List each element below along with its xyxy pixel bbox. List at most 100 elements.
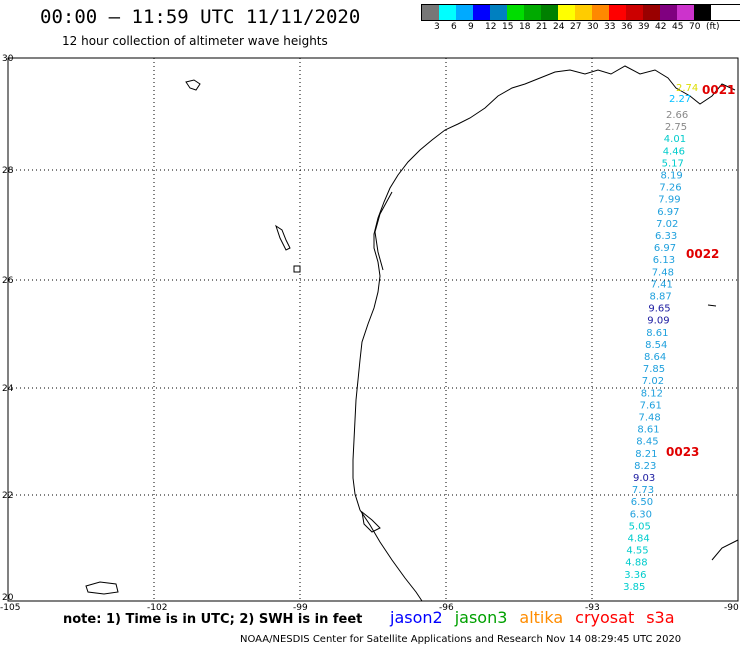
- wave-height-value: 2.27: [669, 94, 691, 105]
- wave-height-value: 7.41: [651, 279, 673, 290]
- track-values: 2.742.27 2.662.754.014.465.17 8.197.267.99…: [623, 83, 698, 593]
- lon-label-90: -90: [724, 603, 739, 613]
- wave-height-value: 7.48: [639, 413, 661, 424]
- inland-lake-2: [275, 224, 291, 251]
- lat-label-30: 30: [2, 54, 14, 64]
- wave-height-value: 3.85: [623, 582, 645, 593]
- wave-height-value: 8.64: [644, 352, 666, 363]
- wave-height-value: 7.61: [640, 400, 662, 411]
- lat-label-26: 26: [2, 276, 14, 286]
- gulf-coast-line: [352, 65, 736, 602]
- wave-height-value: 6.97: [657, 207, 679, 218]
- map-frame: [7, 57, 739, 602]
- lat-label-22: 22: [2, 491, 13, 501]
- wave-height-value: 8.87: [650, 292, 672, 303]
- wave-height-value: 6.30: [630, 509, 652, 520]
- wave-height-value: 7.73: [632, 485, 654, 496]
- wave-height-value: 7.99: [658, 195, 680, 206]
- legend-label: 27: [570, 22, 582, 32]
- satellite-legend: jason2 jason3 altika cryosat s3a: [390, 608, 687, 627]
- legend-label: 9: [468, 22, 474, 32]
- wave-height-value: 3.36: [624, 570, 646, 581]
- legend-label: 21: [536, 22, 548, 32]
- legend-swatch: [609, 5, 626, 20]
- map-title: 00:00 – 11:59 UTC 11/11/2020: [40, 6, 361, 28]
- wave-height-value: 7.02: [642, 376, 664, 387]
- satellite-cryosat: cryosat: [575, 608, 635, 627]
- legend-swatch: [507, 5, 524, 20]
- wave-height-value: 8.12: [641, 388, 663, 399]
- legend-swatch: [694, 5, 711, 20]
- legend-swatch: [422, 5, 439, 20]
- legend-swatch: [456, 5, 473, 20]
- wave-height-value: 2.66: [666, 110, 688, 121]
- footer-note: note: 1) Time is in UTC; 2) SWH is in fe…: [63, 612, 363, 627]
- lat-label-28: 28: [2, 166, 14, 176]
- legend-label: 33: [604, 22, 616, 32]
- wave-height-value: 8.19: [661, 171, 683, 182]
- wave-height-value: 9.03: [633, 473, 655, 484]
- reef-mark: [707, 304, 717, 307]
- legend-label: (ft): [706, 22, 720, 32]
- lon-label-105: -105: [0, 603, 20, 613]
- wave-height-value: 4.88: [625, 558, 647, 569]
- wave-height-value: 9.65: [648, 304, 670, 315]
- wave-height-value: 7.85: [643, 364, 665, 375]
- wave-height-value: 7.48: [652, 267, 674, 278]
- wave-height-value: 4.84: [628, 534, 650, 545]
- axis-labels: 30 28 26 24 22 20 -105 -102 -99 -96 -93 …: [0, 54, 739, 613]
- lat-label-24: 24: [2, 384, 14, 394]
- inland-lake-3: [293, 265, 301, 273]
- legend-label: 12: [485, 22, 497, 32]
- wave-height-value: 6.13: [653, 255, 675, 266]
- satellite-jason2: jason2: [390, 608, 443, 627]
- wave-height-value: 8.45: [636, 437, 658, 448]
- wave-height-value: 7.02: [656, 219, 678, 230]
- legend-swatch: [626, 5, 643, 20]
- wave-height-value: 6.97: [654, 243, 676, 254]
- legend-label: 36: [621, 22, 633, 32]
- reservoir: [85, 581, 119, 595]
- legend-labels: 3 6 9 12 15 18 21 24 27 30 33 36 39 42 45 70 (ft): [421, 21, 740, 33]
- legend-swatch: [660, 5, 677, 20]
- color-legend: 3 6 9 12 15 18 21 24 27 30 33 36 39 42 45 70 (ft): [421, 4, 740, 33]
- pass-label-0023: 0023: [666, 445, 699, 459]
- wave-height-value: 8.61: [646, 328, 668, 339]
- legend-swatch: [439, 5, 456, 20]
- legend-label: 24: [553, 22, 565, 32]
- legend-label: 39: [638, 22, 650, 32]
- credit-line: NOAA/NESDIS Center for Satellite Applica…: [240, 634, 682, 645]
- satellite-altika: altika: [519, 608, 564, 627]
- graticule: [8, 58, 738, 601]
- wave-height-value: 2.74: [676, 83, 698, 94]
- legend-label: 45: [672, 22, 684, 32]
- lon-label-93: -93: [585, 603, 600, 613]
- legend-swatch: [575, 5, 592, 20]
- barrier-island: [374, 191, 393, 271]
- legend-label: 18: [519, 22, 531, 32]
- legend-swatch: [473, 5, 490, 20]
- coastline: [85, 65, 739, 602]
- legend-label: 30: [587, 22, 599, 32]
- yucatan-edge: [711, 539, 739, 561]
- legend-label: 6: [451, 22, 457, 32]
- legend-swatch: [541, 5, 558, 20]
- lat-label-20: 20: [2, 593, 14, 603]
- legend-swatch: [490, 5, 507, 20]
- wave-height-value: 2.75: [665, 122, 687, 133]
- lon-label-99: -99: [293, 603, 308, 613]
- wave-height-value: 9.09: [647, 316, 669, 327]
- wave-height-value: 7.26: [659, 183, 681, 194]
- pass-label-0021: 0021: [702, 83, 735, 97]
- wave-height-value: 8.54: [645, 340, 667, 351]
- legend-color-bar: [421, 4, 740, 21]
- legend-swatch: [558, 5, 575, 20]
- legend-swatch: [592, 5, 609, 20]
- wave-height-value: 8.21: [635, 449, 657, 460]
- pass-label-0022: 0022: [686, 247, 719, 261]
- inland-lake: [185, 79, 201, 91]
- legend-label: 70: [689, 22, 701, 32]
- lon-label-96: -96: [439, 603, 454, 613]
- legend-label: 15: [502, 22, 514, 32]
- lon-label-102: -102: [147, 603, 167, 613]
